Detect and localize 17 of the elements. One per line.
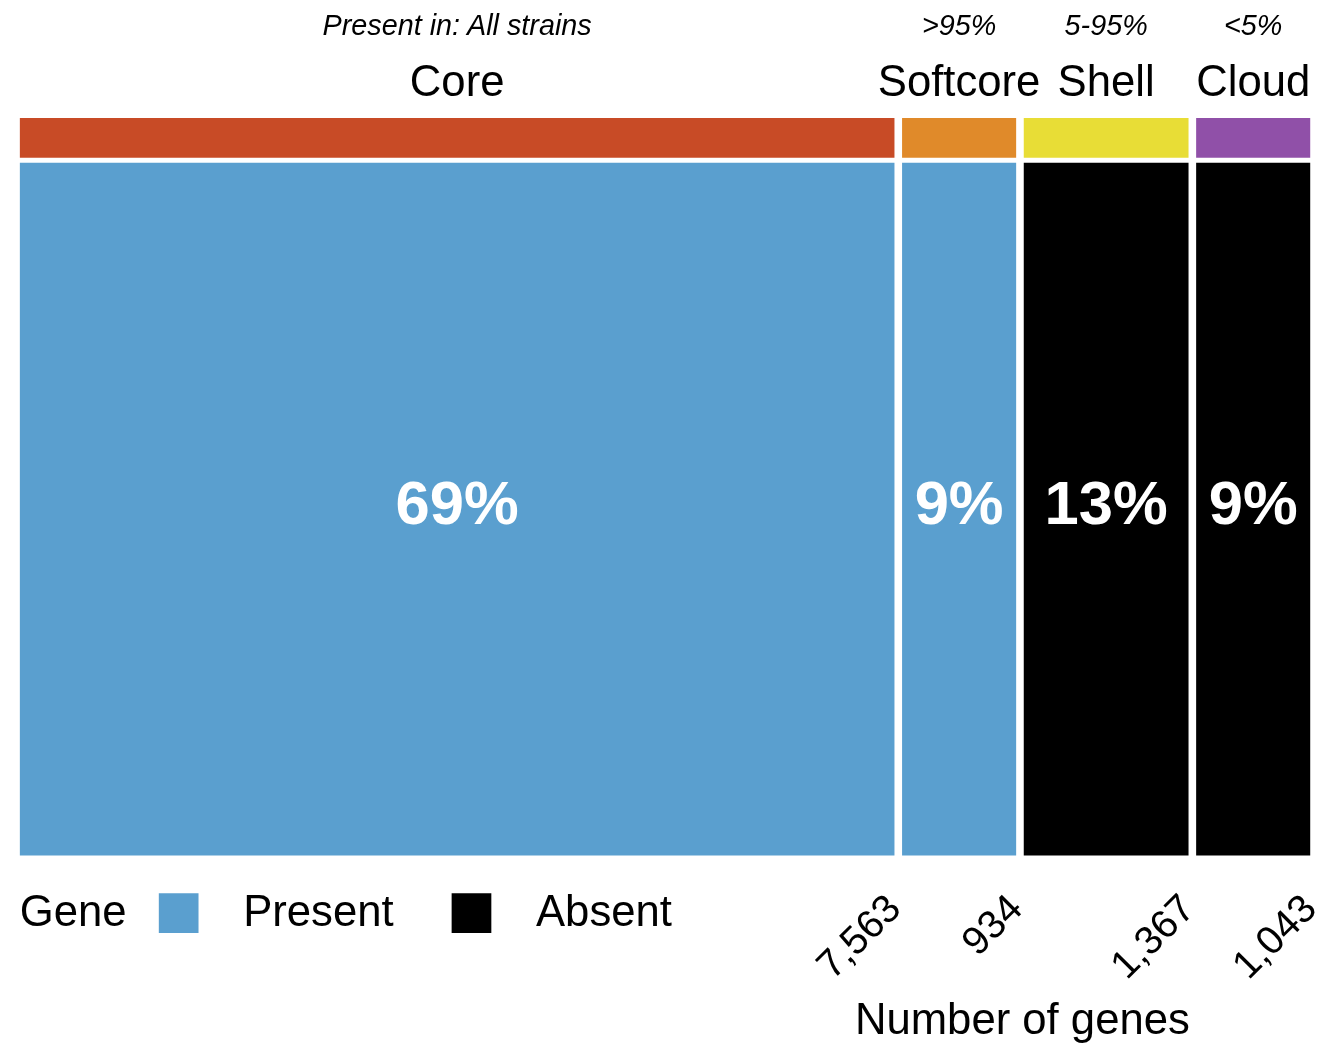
legend-title: Gene [19, 886, 127, 936]
text: <5% [1223, 8, 1283, 41]
category-label: Core [409, 56, 505, 106]
data-label: 9% [1208, 468, 1298, 538]
text: 5-95% [1064, 8, 1148, 41]
data-label: 9% [914, 468, 1004, 538]
text: 934 [952, 885, 1031, 964]
category-label: Softcore [877, 56, 1041, 106]
text: Number of genes [854, 994, 1190, 1044]
text: >95% [921, 8, 997, 41]
legend-label: Absent [536, 886, 672, 936]
text: Present in: All strains [322, 8, 592, 41]
legend-label: Present [243, 886, 394, 936]
category-label: Cloud [1196, 56, 1311, 106]
data-label: 13% [1044, 468, 1168, 538]
data-label: 69% [395, 468, 519, 538]
category-label: Shell [1057, 56, 1155, 106]
